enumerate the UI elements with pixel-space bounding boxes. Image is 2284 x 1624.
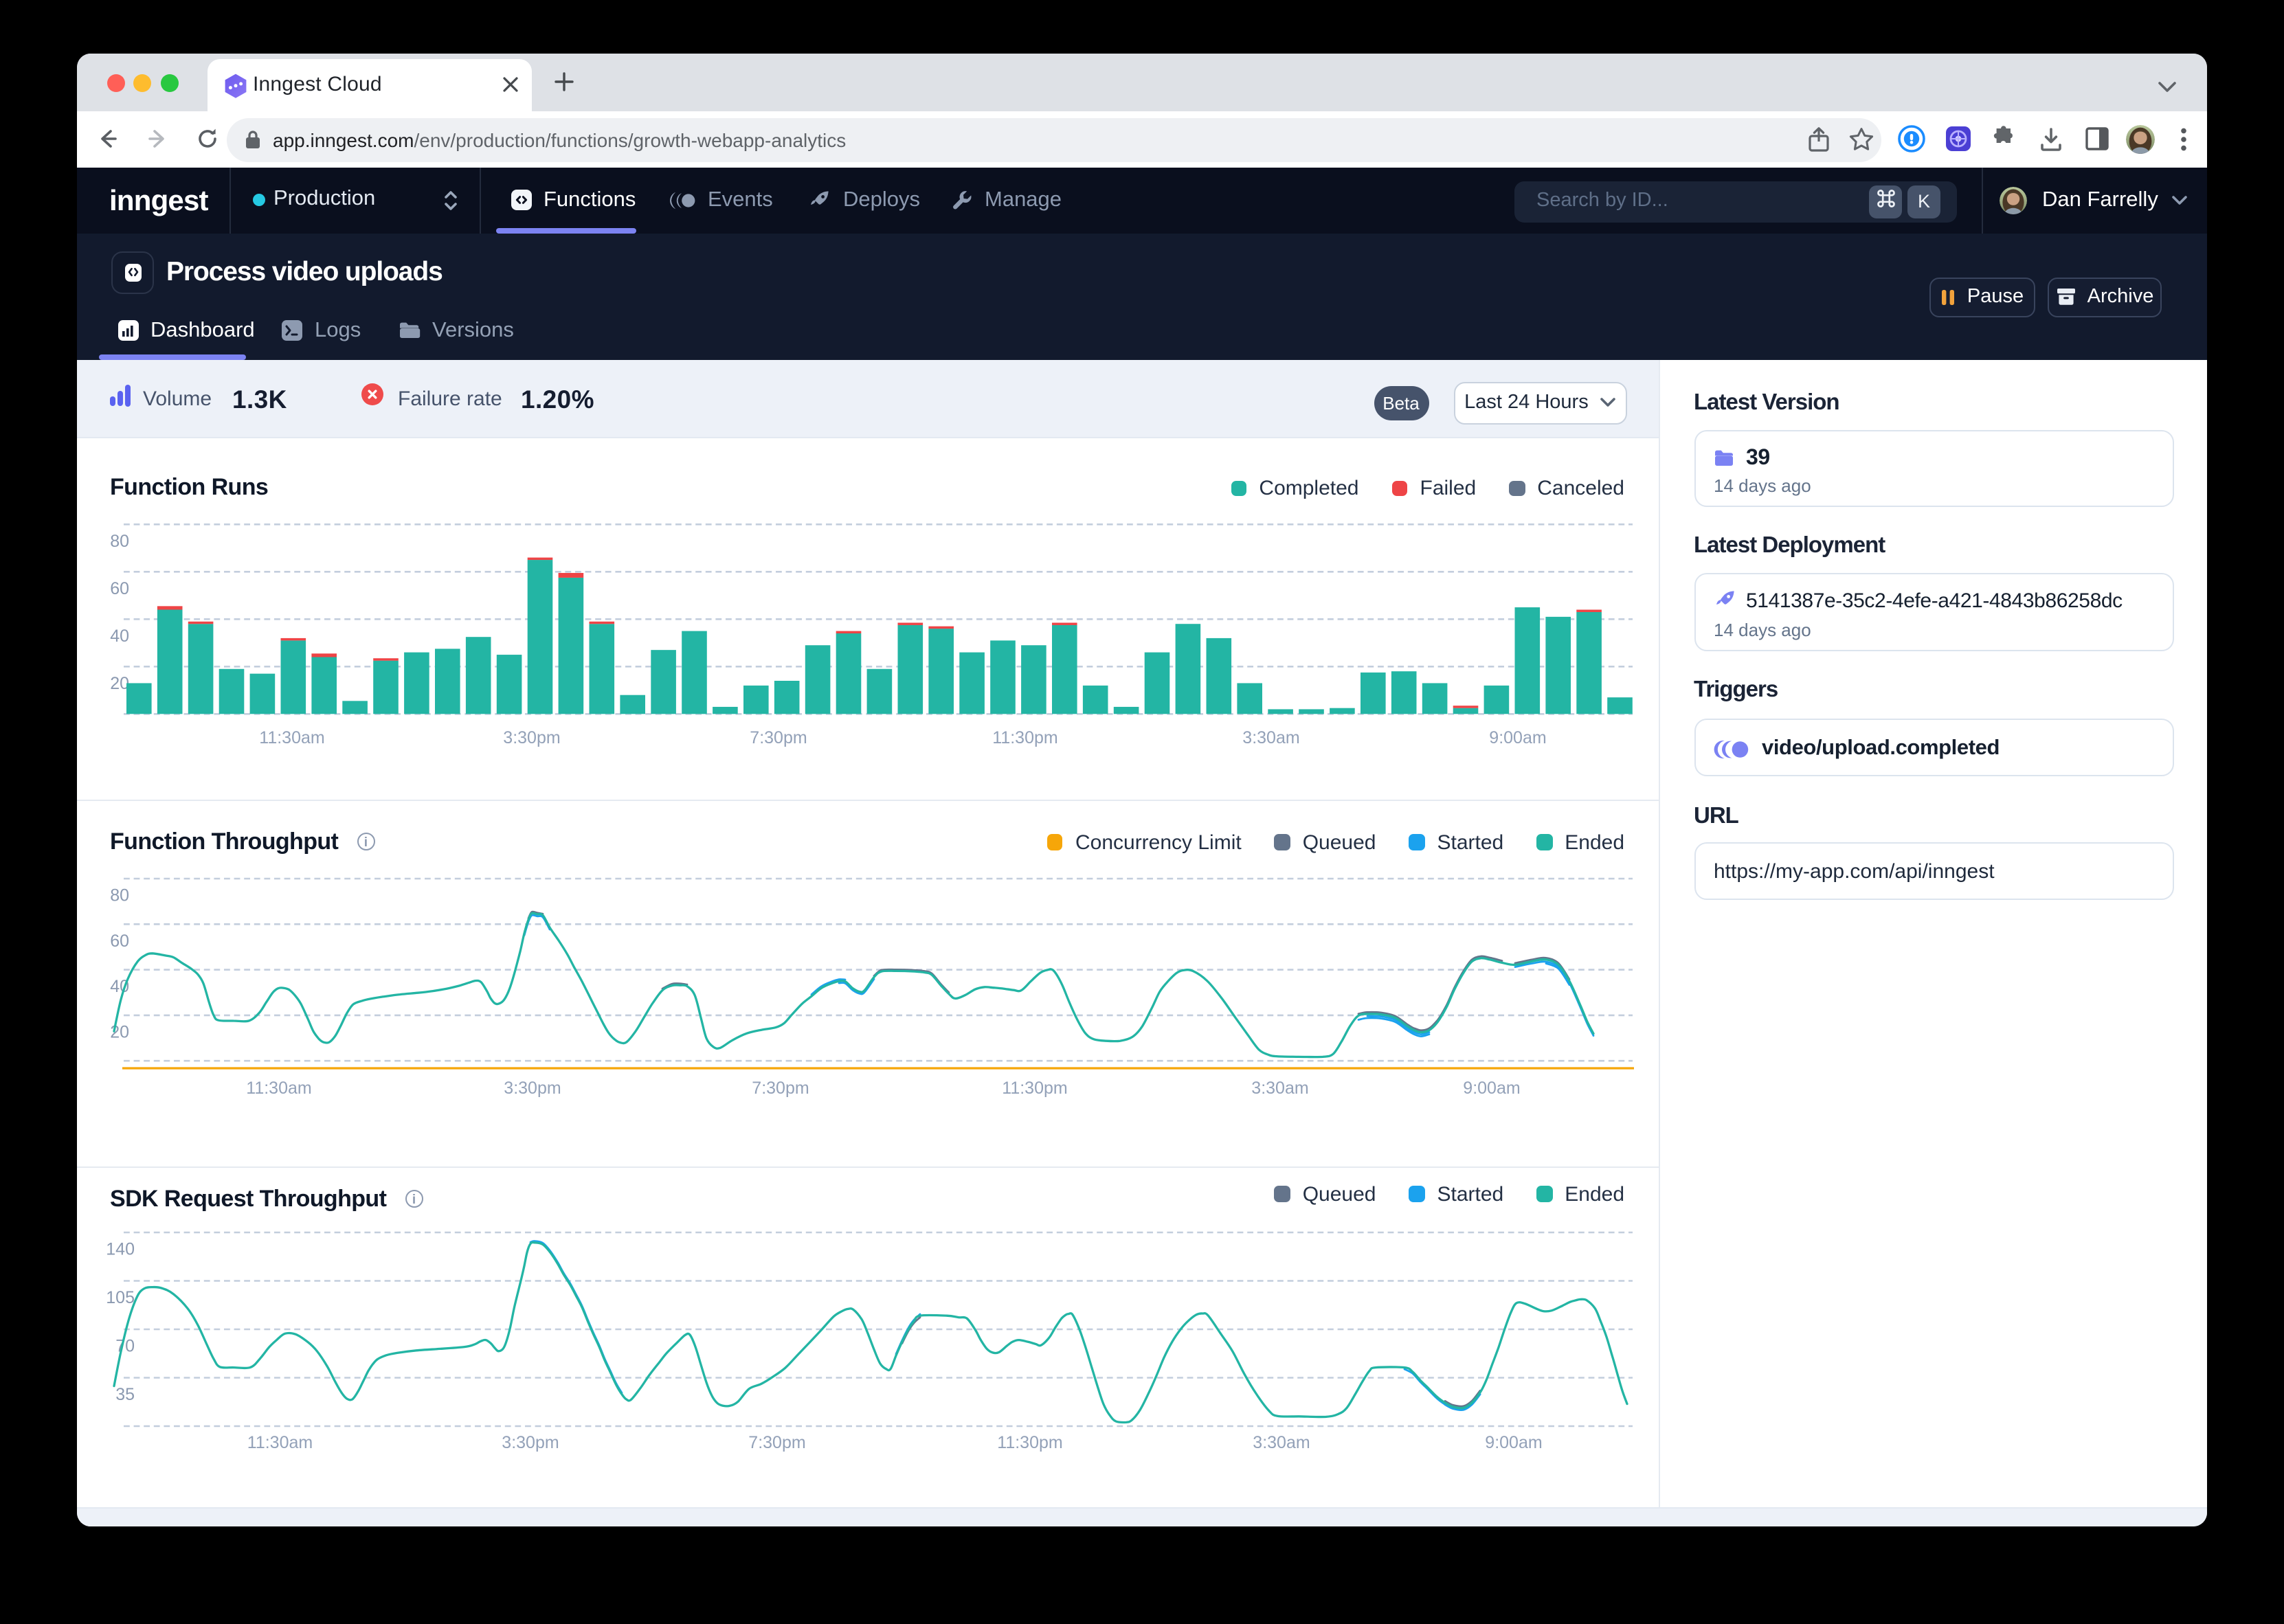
- svg-text:80: 80: [110, 886, 129, 905]
- svg-text:60: 60: [110, 931, 129, 950]
- svg-text:3:30am: 3:30am: [1253, 1432, 1310, 1452]
- svg-text:11:30am: 11:30am: [246, 1078, 311, 1097]
- svg-text:7:30pm: 7:30pm: [752, 1078, 809, 1097]
- svg-text:11:30am: 11:30am: [259, 728, 324, 747]
- svg-text:9:00am: 9:00am: [1463, 1078, 1520, 1097]
- svg-text:3:30am: 3:30am: [1242, 728, 1299, 747]
- svg-text:11:30pm: 11:30pm: [992, 728, 1057, 747]
- svg-text:140: 140: [106, 1239, 135, 1259]
- svg-text:3:30am: 3:30am: [1251, 1078, 1308, 1097]
- svg-text:7:30pm: 7:30pm: [748, 1432, 805, 1452]
- svg-text:11:30pm: 11:30pm: [997, 1432, 1062, 1452]
- svg-text:3:30pm: 3:30pm: [504, 1078, 561, 1097]
- svg-text:60: 60: [110, 579, 129, 598]
- svg-text:20: 20: [110, 1022, 129, 1041]
- svg-text:11:30am: 11:30am: [247, 1432, 313, 1452]
- svg-text:3:30pm: 3:30pm: [503, 728, 560, 747]
- svg-text:9:00am: 9:00am: [1485, 1432, 1542, 1452]
- svg-text:20: 20: [110, 674, 129, 693]
- svg-text:35: 35: [115, 1384, 135, 1403]
- svg-text:11:30pm: 11:30pm: [1002, 1078, 1067, 1097]
- svg-text:80: 80: [110, 532, 129, 551]
- svg-text:70: 70: [115, 1336, 135, 1355]
- svg-text:3:30pm: 3:30pm: [502, 1432, 559, 1452]
- svg-text:9:00am: 9:00am: [1489, 728, 1546, 747]
- svg-text:40: 40: [110, 627, 129, 646]
- svg-text:7:30pm: 7:30pm: [750, 728, 807, 747]
- svg-text:105: 105: [106, 1287, 135, 1307]
